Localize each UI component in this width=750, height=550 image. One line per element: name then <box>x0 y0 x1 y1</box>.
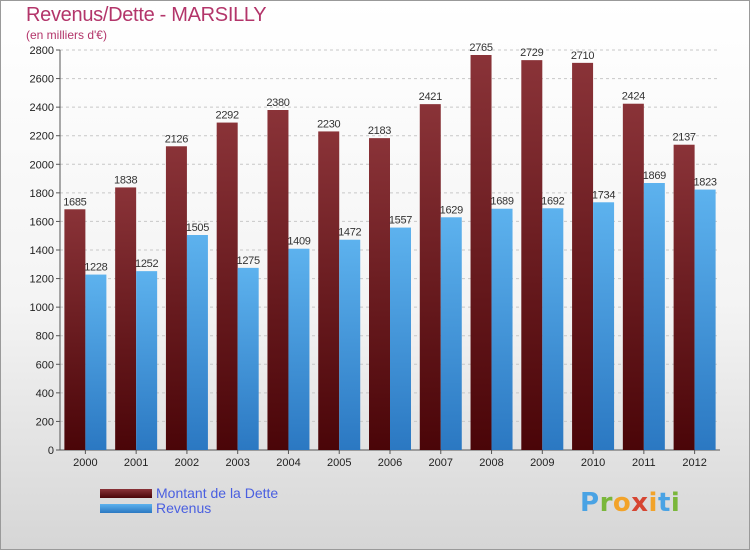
bar-debt <box>216 122 238 451</box>
value-label-debt: 2230 <box>317 118 340 130</box>
value-label-revenue: 1228 <box>84 262 107 274</box>
value-label-debt: 2380 <box>266 97 289 109</box>
x-tick-label: 2009 <box>530 457 554 469</box>
x-tick-label: 2005 <box>327 457 351 469</box>
legend-item-debt: Montant de la Dette <box>100 486 278 501</box>
value-label-revenue: 1692 <box>541 195 564 207</box>
value-label-revenue: 1472 <box>338 227 361 239</box>
y-tick-label: 2400 <box>30 102 54 114</box>
value-label-revenue: 1409 <box>287 236 310 248</box>
bar-debt <box>470 55 492 450</box>
value-label-debt: 2729 <box>520 47 543 59</box>
x-tick-label: 2011 <box>632 457 656 469</box>
bar-debt <box>572 62 594 450</box>
legend-swatch-revenue <box>100 504 152 513</box>
y-tick-label: 2000 <box>30 159 54 171</box>
bar-revenue <box>237 267 259 450</box>
x-tick-label: 2007 <box>429 457 453 469</box>
legend-label-revenue: Revenus <box>156 500 212 516</box>
bar-revenue <box>339 239 361 450</box>
bar-revenue <box>491 208 513 450</box>
value-label-revenue: 1689 <box>490 196 513 208</box>
value-label-debt: 2292 <box>216 110 239 122</box>
x-tick-label: 2002 <box>175 457 199 469</box>
x-tick-label: 2003 <box>225 457 249 469</box>
bar-debt <box>165 146 187 451</box>
y-tick-label: 1400 <box>30 245 54 257</box>
bar-revenue <box>390 227 411 450</box>
bar-debt <box>267 110 289 450</box>
value-label-revenue: 1629 <box>440 204 463 216</box>
value-label-revenue: 1734 <box>592 189 615 201</box>
bar-debt <box>622 103 644 450</box>
y-tick-label: 600 <box>36 359 54 371</box>
bar-revenue <box>643 183 665 450</box>
chart-title: Revenus/Dette - MARSILLY <box>26 4 267 26</box>
value-label-revenue: 1869 <box>643 170 666 182</box>
value-label-debt: 1838 <box>114 174 137 186</box>
y-tick-label: 2800 <box>30 45 54 57</box>
x-tick-label: 2000 <box>73 457 97 469</box>
y-tick-label: 800 <box>36 331 54 343</box>
bar-revenue <box>542 208 564 450</box>
y-tick-label: 200 <box>36 416 54 428</box>
value-label-revenue: 1505 <box>186 222 209 234</box>
value-label-revenue: 1823 <box>693 177 716 189</box>
value-label-debt: 2183 <box>368 125 391 137</box>
y-tick-label: 1600 <box>30 216 54 228</box>
bar-revenue <box>288 248 310 450</box>
bar-revenue <box>593 202 615 450</box>
value-label-revenue: 1275 <box>237 255 260 267</box>
bar-debt <box>521 60 543 451</box>
bar-revenue <box>136 271 158 450</box>
y-tick-label: 1800 <box>30 188 54 200</box>
legend-item-revenue: Revenus <box>100 501 278 516</box>
legend: Montant de la Dette Revenus <box>100 486 278 516</box>
bar-revenue <box>85 274 107 450</box>
x-tick-label: 2004 <box>276 457 300 469</box>
x-tick-label: 2012 <box>682 457 706 469</box>
value-label-revenue: 1252 <box>135 258 158 270</box>
y-tick-label: 1000 <box>30 302 54 314</box>
chart-subtitle: (en milliers d'€) <box>26 28 107 42</box>
bar-debt <box>419 104 441 451</box>
bar-revenue <box>440 217 462 450</box>
value-label-debt: 1685 <box>63 196 86 208</box>
bar-debt <box>115 187 137 450</box>
bar-debt <box>369 138 390 450</box>
y-tick-label: 2600 <box>30 74 54 86</box>
value-label-debt: 2424 <box>622 91 645 103</box>
bar-revenue <box>694 189 716 451</box>
x-tick-label: 2010 <box>581 457 605 469</box>
value-label-debt: 2137 <box>672 132 695 144</box>
x-tick-label: 2001 <box>124 457 148 469</box>
y-tick-label: 400 <box>36 388 54 400</box>
bar-debt <box>64 209 86 450</box>
y-tick-label: 2200 <box>30 131 54 143</box>
value-label-debt: 2126 <box>165 133 188 145</box>
value-label-revenue: 1557 <box>389 215 412 227</box>
y-tick-label: 1200 <box>30 274 54 286</box>
legend-label-debt: Montant de la Dette <box>156 485 279 501</box>
x-tick-label: 2006 <box>378 457 402 469</box>
x-tick-label: 2008 <box>479 457 503 469</box>
bar-debt <box>318 131 340 450</box>
value-label-debt: 2765 <box>469 42 492 54</box>
legend-swatch-debt <box>100 489 152 498</box>
value-label-debt: 2421 <box>419 91 442 103</box>
y-tick-label: 0 <box>48 445 54 457</box>
proxiti-logo: Proxiti <box>580 488 681 518</box>
bar-debt <box>673 144 695 450</box>
value-label-debt: 2710 <box>571 50 594 62</box>
bar-revenue <box>186 235 208 450</box>
